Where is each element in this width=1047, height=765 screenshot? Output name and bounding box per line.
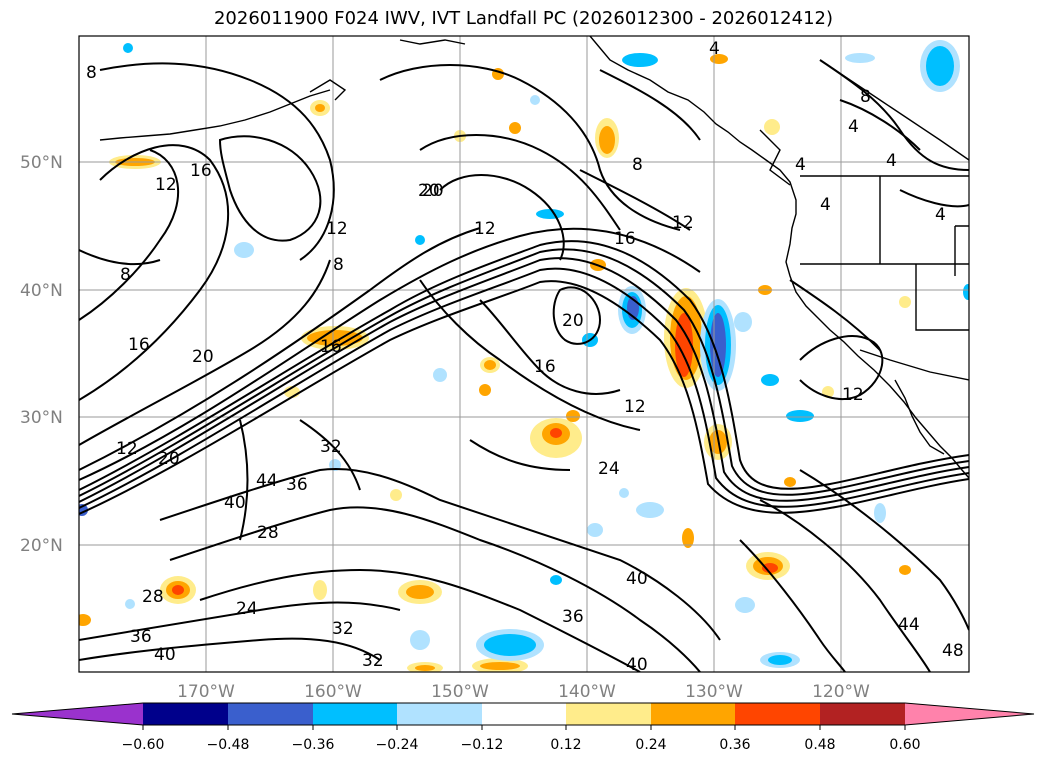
latitude-labels: 50°N 40°N 30°N 20°N [20, 153, 63, 556]
contour-label: 32 [362, 651, 384, 671]
contour-label: 20 [418, 181, 440, 201]
contour-label: 44 [898, 615, 920, 635]
lat-label-50n: 50°N [20, 153, 63, 173]
contour-label: 36 [286, 475, 308, 495]
contour-label: 40 [154, 645, 176, 665]
contour-label: 4 [795, 155, 806, 175]
contour-label: 20 [192, 347, 214, 367]
colorbar-tick-label: 0.12 [550, 737, 581, 753]
lon-label-120w: 120°W [812, 682, 870, 702]
lat-label-40n: 40°N [20, 281, 63, 301]
lon-label-130w: 130°W [685, 682, 743, 702]
colorbar-segment [482, 703, 566, 725]
contour-label: 16 [190, 161, 212, 181]
contour-label: 44 [256, 471, 278, 491]
contour-label: 8 [86, 63, 97, 83]
contour-label: 12 [474, 219, 496, 239]
lon-label-150w: 150°W [431, 682, 489, 702]
contour-label: 16 [320, 337, 342, 357]
colorbar-segment [651, 703, 735, 725]
contour-label: 16 [614, 229, 636, 249]
colorbar-tick-label: −0.60 [122, 737, 165, 753]
contour-label: 8 [860, 87, 871, 107]
contour-label: 36 [130, 627, 152, 647]
contour-label: 20 [422, 181, 444, 201]
contour-label: 32 [320, 437, 342, 457]
contour-label: 12 [326, 219, 348, 239]
contour-label: 4 [935, 205, 946, 225]
colorbar-segment [313, 703, 397, 725]
lon-label-140w: 140°W [558, 682, 616, 702]
contour-label: 40 [626, 655, 648, 675]
colorbar-segment [143, 703, 228, 725]
contour-label: 12 [842, 385, 864, 405]
lat-label-30n: 30°N [20, 408, 63, 428]
contour-label: 12 [672, 213, 694, 233]
contour-label: 28 [257, 523, 279, 543]
colorbar-tick-label: 0.60 [889, 737, 920, 753]
contour-label: 8 [120, 265, 131, 285]
colorbar-tick-label: −0.36 [292, 737, 335, 753]
contour-label: 4 [709, 39, 720, 59]
map-panel: 8 16 12 8 12 20 16 4 4 8 4 8 4 4 12 16 2… [79, 36, 969, 675]
lon-label-160w: 160°W [304, 682, 362, 702]
contour-label: 24 [236, 599, 258, 619]
colorbar-extend-min [12, 703, 143, 725]
contour-label: 24 [598, 459, 620, 479]
contour-label: 4 [886, 151, 897, 171]
colorbar-tick-label: 0.24 [635, 737, 666, 753]
chart-title: 2026011900 F024 IWV, IVT Landfall PC (20… [213, 8, 834, 29]
contour-label: 40 [626, 569, 648, 589]
contour-label: 12 [155, 175, 177, 195]
colorbar: −0.60 −0.48 −0.36 −0.24 −0.12 0.12 0.24 … [11, 702, 1035, 753]
lat-label-20n: 20°N [20, 536, 63, 556]
contour-label: 4 [820, 195, 831, 215]
contour-label: 12 [116, 439, 138, 459]
contour-label: 4 [848, 117, 859, 137]
longitude-labels: 170°W 160°W 150°W 140°W 130°W 120°W [177, 682, 870, 702]
contour-label: 20 [562, 311, 584, 331]
contour-label: 12 [624, 397, 646, 417]
iwv-contours [79, 59, 969, 672]
contour-label: 28 [142, 587, 164, 607]
contour-label: 20 [158, 449, 180, 469]
colorbar-extend-max [905, 703, 1034, 725]
contour-label: 8 [333, 255, 344, 275]
contour-label: 32 [332, 619, 354, 639]
map-frame [78, 35, 970, 673]
lon-label-170w: 170°W [177, 682, 235, 702]
contour-label: 40 [224, 493, 246, 513]
contour-label: 16 [128, 335, 150, 355]
coastlines [99, 36, 969, 479]
contour-label: 8 [632, 155, 643, 175]
colorbar-tick-label: 0.36 [719, 737, 750, 753]
colorbar-tick-label: 0.48 [804, 737, 835, 753]
contour-label: 36 [562, 607, 584, 627]
contour-labels: 8 16 12 8 12 20 16 4 4 8 4 8 4 4 12 16 2… [86, 39, 964, 675]
colorbar-segment [566, 703, 651, 725]
colorbar-segment [735, 703, 820, 725]
colorbar-tick-label: −0.12 [461, 737, 504, 753]
contour-label: 48 [942, 641, 964, 661]
colorbar-segment [820, 703, 905, 725]
colorbar-tick-label: −0.48 [207, 737, 250, 753]
colorbar-tick-label: −0.24 [376, 737, 419, 753]
colorbar-segment [397, 703, 482, 725]
contour-label: 16 [534, 357, 556, 377]
colorbar-segment [228, 703, 313, 725]
